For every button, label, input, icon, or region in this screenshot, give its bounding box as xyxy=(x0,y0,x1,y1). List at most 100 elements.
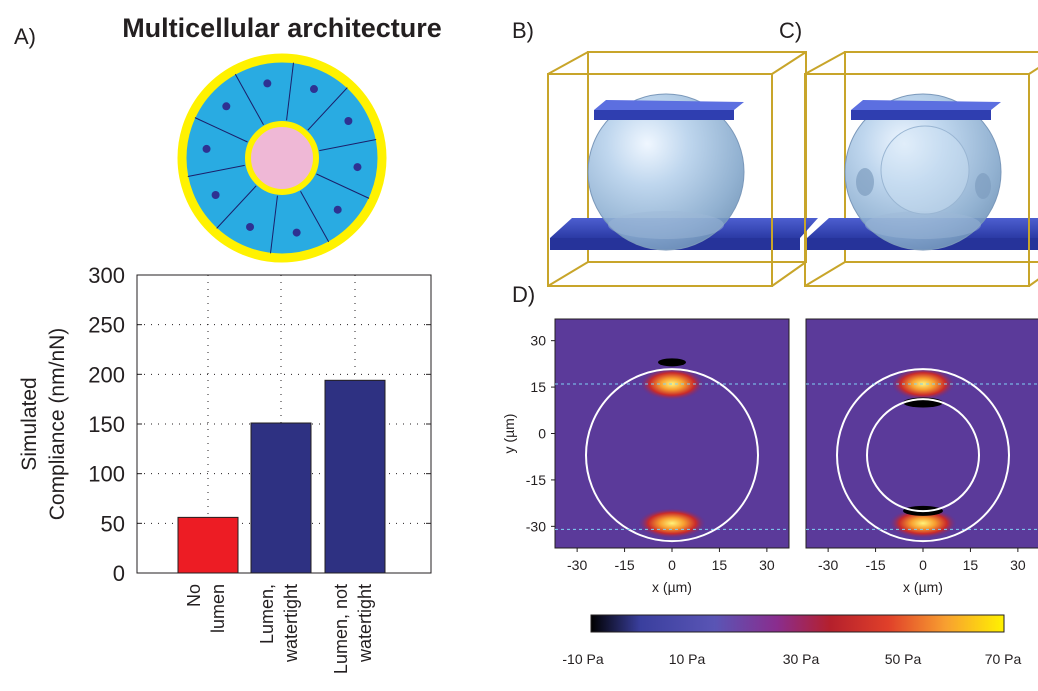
colorbar-label: 70 Pa xyxy=(985,651,1022,667)
y-tick-label: 250 xyxy=(88,313,125,338)
category-label: No xyxy=(184,584,204,607)
cell-boundary xyxy=(307,87,348,131)
y-tick-label: 100 xyxy=(88,462,125,487)
cell-boundary xyxy=(319,138,377,152)
lumen xyxy=(245,121,319,195)
y-axis-label: Simulated xyxy=(18,377,41,470)
surface-dimple xyxy=(975,173,991,199)
cell-outline xyxy=(585,368,759,543)
top-plate-side xyxy=(594,110,734,120)
stress-maps: -30 -15 0 15 30 x (µm) 30 15 0 -15 -30 y (µm) -30 -15… xyxy=(501,318,1038,595)
cell-nucleus xyxy=(202,144,211,153)
bounding-box-edge xyxy=(771,261,807,287)
cell-nucleus xyxy=(263,79,272,88)
y-tick-label: -30 xyxy=(526,518,546,534)
y-tick-label: 0 xyxy=(113,561,125,586)
bounding-box-edge xyxy=(804,261,846,287)
category-label: watertight xyxy=(355,584,375,663)
colorbar-label: -10 Pa xyxy=(562,651,603,667)
y-tick-label: 0 xyxy=(538,426,546,442)
cell-nucleus xyxy=(246,222,255,231)
x-tick-label: 0 xyxy=(919,557,927,573)
lumen-outline xyxy=(866,398,980,513)
x-axis-label: x (µm) xyxy=(903,579,943,595)
bounding-box-front xyxy=(804,73,1030,287)
y-tick-label: 30 xyxy=(530,333,546,349)
cell-sphere xyxy=(844,93,1002,251)
x-tick-label: 15 xyxy=(712,557,728,573)
y-tick-label: 300 xyxy=(88,263,125,288)
bar-3 xyxy=(324,379,386,574)
x-axis-label: x (µm) xyxy=(652,579,692,595)
top-plate xyxy=(594,100,744,110)
bounding-box-edge xyxy=(771,51,807,75)
bounding-box-edge xyxy=(1028,66,1038,75)
colorbar-label: 30 Pa xyxy=(783,651,820,667)
x-tick-label: 15 xyxy=(963,557,979,573)
colorbar-label: 10 Pa xyxy=(669,651,706,667)
y-tick-label: 200 xyxy=(88,362,125,387)
y-axis-label: y (µm) xyxy=(501,414,517,454)
cell-sphere xyxy=(587,93,745,251)
panel-label-d: D) xyxy=(512,282,535,307)
cell-nucleus xyxy=(292,228,301,237)
surface-dimple xyxy=(856,168,874,196)
y-axis-label: Compliance (nm/nN) xyxy=(46,328,69,521)
stress-map-1: -30 -15 0 15 30 x (µm) 30 15 0 -15 -30 y (µm) xyxy=(501,318,790,595)
sphere-base xyxy=(608,211,724,239)
category-label: watertight xyxy=(281,584,301,663)
bounding-box-front xyxy=(547,73,773,287)
category-label: lumen xyxy=(208,584,228,633)
x-tick-label: -15 xyxy=(614,557,634,573)
cell-nucleus xyxy=(309,85,318,94)
colorbar-label: 50 Pa xyxy=(885,651,922,667)
top-plate-side xyxy=(851,110,991,120)
category-label: Lumen, xyxy=(257,584,277,644)
bounding-box-edge xyxy=(547,261,589,287)
cell-boundary xyxy=(216,185,257,229)
sphere-rendering-no-lumen xyxy=(547,51,818,287)
cell-boundary xyxy=(194,117,248,143)
bar-2 xyxy=(250,422,312,574)
stress-map-2: -30 -15 0 15 30 x (µm) xyxy=(805,318,1038,595)
cell-nucleus xyxy=(344,117,353,126)
cell-boundary xyxy=(270,195,278,254)
cell-boundary xyxy=(316,173,370,199)
lumen-sphere xyxy=(880,125,970,215)
bounding-box-edge xyxy=(804,51,846,75)
panel-label-c: C) xyxy=(779,18,802,43)
bounding-box-edge xyxy=(547,51,589,75)
cell-nucleus xyxy=(333,205,342,214)
sphere-rendering-with-lumen xyxy=(804,51,1038,287)
colorbar-gradient xyxy=(590,614,1005,633)
x-tick-label: -15 xyxy=(865,557,885,573)
stress-hotspot-bottom xyxy=(638,508,706,539)
x-tick-label: 30 xyxy=(1010,557,1026,573)
category-label: Lumen, not xyxy=(331,584,351,674)
panel-label-b: B) xyxy=(512,18,534,43)
architecture-title: Multicellular architecture xyxy=(122,13,442,43)
bounding-box-edge xyxy=(1028,278,1038,287)
y-tick-label: 50 xyxy=(101,511,125,536)
multicellular-schematic xyxy=(177,53,387,263)
top-plate xyxy=(851,100,1001,110)
bar-1 xyxy=(177,516,239,574)
cell-boundary xyxy=(187,164,245,178)
y-tick-label: -15 xyxy=(526,472,546,488)
cell-boundary xyxy=(286,62,294,121)
stress-hotspot-bottom xyxy=(889,508,957,539)
cell-nucleus xyxy=(222,102,231,111)
cell-boundary xyxy=(234,73,264,126)
bounding-box xyxy=(844,51,1038,263)
x-tick-label: -30 xyxy=(567,557,587,573)
cell-nucleus xyxy=(353,163,362,172)
stress-colorbar: -10 Pa 10 Pa 30 Pa 50 Pa 70 Pa xyxy=(562,614,1022,667)
x-tick-label: 0 xyxy=(668,557,676,573)
y-tick-label: 15 xyxy=(530,379,546,395)
stress-negative-top xyxy=(658,358,686,367)
panel-label-a: A) xyxy=(14,24,36,49)
cell-outline xyxy=(836,368,1010,543)
cell-boundary xyxy=(300,190,330,243)
